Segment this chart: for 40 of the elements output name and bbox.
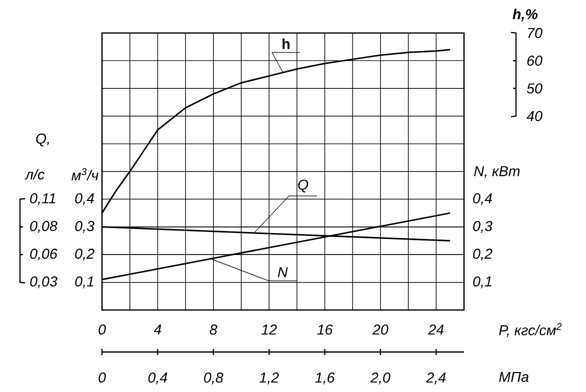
- y2-tick-label: 0,1: [473, 276, 492, 288]
- y-axis-title: м$^{3}$/ч: [72, 168, 98, 180]
- text: 0,08: [30, 220, 58, 233]
- x2-tick-label: 0,4: [148, 372, 168, 384]
- x2-tick-label: 2,0: [370, 372, 390, 384]
- text: Q: [298, 180, 308, 192]
- x-tick-label: 0: [98, 324, 106, 335]
- y2-tick-label: 0,2: [473, 248, 492, 261]
- x2-tick-label: 1,6: [315, 372, 335, 384]
- y3-axis-title: h,%: [512, 8, 538, 22]
- y-tick-label: 0,1: [75, 276, 94, 288]
- x-tick-label: 8: [210, 324, 218, 335]
- y3-tick-label: 60: [527, 56, 542, 66]
- x2-tick-label: 1,2: [259, 372, 279, 384]
- x-tick-label: 16: [317, 324, 333, 335]
- text: 0,03: [30, 276, 58, 288]
- y3-tick-label: 50: [526, 83, 542, 94]
- x-axis-title: P, кгс/см$^{2}$: [499, 323, 562, 337]
- x-tick-label: 24: [428, 324, 444, 335]
- text: Q,: [36, 134, 49, 146]
- x-tick-label: 12: [261, 324, 277, 335]
- text: 0,11: [30, 193, 56, 206]
- y-tick-label: 0,4: [75, 193, 94, 206]
- x-tick-label: 4: [154, 324, 162, 334]
- series-label: h: [282, 38, 290, 49]
- x2-axis-title: МПа: [499, 372, 528, 382]
- x-tick-label: 20: [372, 324, 388, 335]
- y-tick-label: 0,3: [75, 220, 94, 233]
- text: л/с: [24, 169, 45, 180]
- text: 0,06: [30, 248, 58, 261]
- y3-tick-label: 70: [528, 28, 542, 38]
- y2-axis-title: N, кВт: [474, 166, 520, 178]
- x2-tick-label: 2,4: [426, 372, 446, 384]
- y2-tick-label: 0,3: [473, 220, 492, 233]
- x2-tick-label: 0: [98, 372, 106, 383]
- y3-tick-label: 40: [526, 111, 542, 122]
- y2-tick-label: 0,4: [473, 193, 492, 206]
- series-label: N: [278, 267, 288, 278]
- x2-tick-label: 0,8: [204, 372, 224, 384]
- y-tick-label: 0,2: [75, 248, 94, 261]
